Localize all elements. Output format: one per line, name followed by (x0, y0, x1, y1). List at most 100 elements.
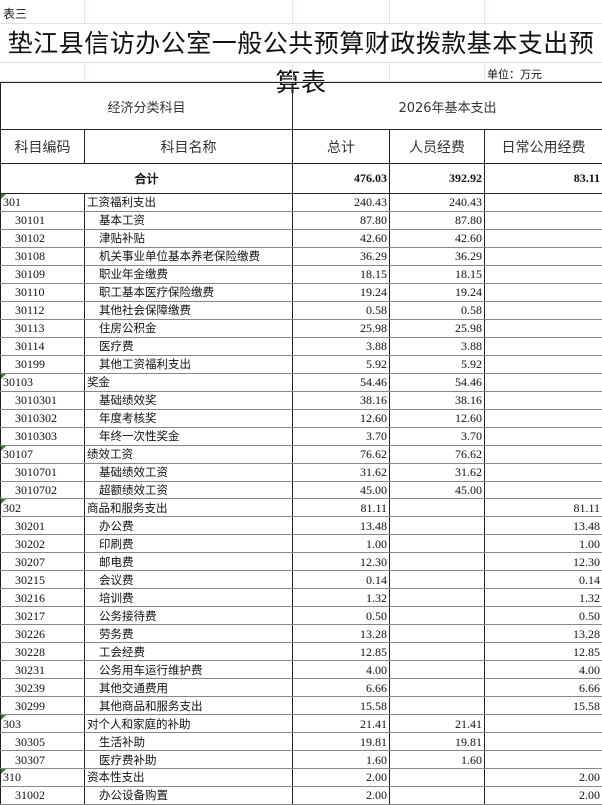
table-row: 30110 职工基本医疗保险缴费 19.24 19.24 (0, 282, 602, 302)
cell-daily: 12.30 (484, 552, 602, 572)
header-daily: 日常公用经费 (484, 129, 602, 164)
cell-daily (484, 732, 602, 752)
cell-name: 工资福利支出 (83, 193, 294, 212)
cell-name: 劳务费 (83, 624, 294, 644)
cell-code: 30216 (0, 588, 85, 608)
table-row: 30307 医疗费补助 1.60 1.60 (0, 750, 602, 769)
cell-daily (484, 282, 602, 302)
cell-code: 310 (0, 768, 85, 787)
cell-daily: 2.00 (484, 768, 602, 787)
table-row: 30112 其他社会保障缴费 0.58 0.58 (0, 300, 602, 320)
cell-code: 3010302 (0, 408, 85, 428)
cell-name: 年终一次性奖金 (83, 426, 294, 446)
cell-name: 医疗费补助 (83, 750, 294, 769)
cell-total: 18.15 (292, 264, 391, 284)
cell-name: 机关事业单位基本养老保险缴费 (83, 246, 294, 266)
cell-total: 76.62 (292, 444, 391, 464)
cell-code: 31002 (0, 785, 85, 805)
cell-name: 培训费 (83, 588, 294, 608)
cell-personnel: 87.80 (389, 210, 486, 230)
cell-personnel: 19.24 (389, 282, 486, 302)
header-name: 科目名称 (83, 129, 294, 164)
cell-daily: 12.85 (484, 642, 602, 662)
cell-personnel (389, 660, 486, 680)
cell-code: 303 (0, 714, 85, 734)
cell-daily: 13.28 (484, 624, 602, 644)
cell-code: 30202 (0, 534, 85, 554)
cell-code: 30207 (0, 552, 85, 572)
table-row: 3010701 基础绩效工资 31.62 31.62 (0, 462, 602, 482)
cell-personnel: 36.29 (389, 246, 486, 266)
cell-personnel (389, 642, 486, 662)
cell-total: 54.46 (292, 372, 391, 392)
table-row: 30102 津贴补贴 42.60 42.60 (0, 228, 602, 248)
unit-label: 单位：万元 (487, 68, 542, 81)
cell-daily: 2.00 (484, 785, 602, 805)
cell-name: 商品和服务支出 (83, 498, 294, 518)
cell-code: 30108 (0, 246, 85, 266)
table-row: 30114 医疗费 3.88 3.88 (0, 336, 602, 356)
cell-total: 81.11 (292, 498, 391, 518)
cell-total: 38.16 (292, 390, 391, 410)
cell-code: 30201 (0, 516, 85, 536)
cell-total: 19.81 (292, 732, 391, 752)
table-row: 30231 公务用车运行维护费 4.00 4.00 (0, 660, 602, 680)
cell-daily (484, 426, 602, 446)
cell-name: 超额绩效工资 (83, 480, 294, 500)
cell-total: 2.00 (292, 768, 391, 787)
header-economic-category: 经济分类科目 (0, 82, 294, 130)
header-total: 总计 (292, 129, 391, 164)
cell-personnel: 45.00 (389, 480, 486, 500)
table-row: 30109 职业年金缴费 18.15 18.15 (0, 264, 602, 284)
cell-name: 其他交通费用 (83, 678, 294, 698)
table-row: 301 工资福利支出 240.43 240.43 (0, 193, 602, 212)
cell-daily: 15.58 (484, 696, 602, 716)
cell-personnel (389, 785, 486, 805)
table-row: 302 商品和服务支出 81.11 81.11 (0, 498, 602, 518)
cell-code: 30307 (0, 750, 85, 769)
header-group-row: 经济分类科目 2026年基本支出 (0, 82, 602, 130)
table-row: 30201 办公费 13.48 13.48 (0, 516, 602, 536)
cell-daily (484, 462, 602, 482)
cell-name: 医疗费 (83, 336, 294, 356)
cell-personnel (389, 552, 486, 572)
cell-personnel: 76.62 (389, 444, 486, 464)
cell-total: 25.98 (292, 318, 391, 338)
sheet-label-row: 表三 (0, 0, 602, 24)
table-row: 31002 办公设备购置 2.00 2.00 (0, 785, 602, 805)
cell-personnel: 25.98 (389, 318, 486, 338)
cell-total: 12.85 (292, 642, 391, 662)
cell-daily: 4.00 (484, 660, 602, 680)
cell-code: 30217 (0, 606, 85, 626)
cell-name: 其他商品和服务支出 (83, 696, 294, 716)
cell-code: 30199 (0, 354, 85, 374)
page-title: 垫江县信访办公室一般公共预算财政拨款基本支出预算表 (0, 24, 602, 97)
cell-code: 30113 (0, 318, 85, 338)
cell-personnel (389, 588, 486, 608)
cell-total: 12.30 (292, 552, 391, 572)
cell-total: 31.62 (292, 462, 391, 482)
cell-personnel: 240.43 (389, 193, 486, 212)
cell-total: 19.24 (292, 282, 391, 302)
cell-code: 301 (0, 193, 85, 212)
table-row: 30228 工会经费 12.85 12.85 (0, 642, 602, 662)
table-row: 3010302 年度考核奖 12.60 12.60 (0, 408, 602, 428)
cell-personnel (389, 534, 486, 554)
cell-code: 30231 (0, 660, 85, 680)
cell-total: 6.66 (292, 678, 391, 698)
cell-code: 302 (0, 498, 85, 518)
cell-daily: 0.50 (484, 606, 602, 626)
cell-personnel (389, 570, 486, 590)
cell-daily: 81.11 (484, 498, 602, 518)
cell-personnel: 3.70 (389, 426, 486, 446)
cell-name: 印刷费 (83, 534, 294, 554)
cell-total: 36.29 (292, 246, 391, 266)
cell-daily (484, 318, 602, 338)
table-row: 30103 奖金 54.46 54.46 (0, 372, 602, 392)
cell-daily: 13.48 (484, 516, 602, 536)
header-personnel: 人员经费 (389, 129, 486, 164)
cell-code: 30228 (0, 642, 85, 662)
cell-total: 5.92 (292, 354, 391, 374)
cell-code: 30103 (0, 372, 85, 392)
unit-row: 单位：万元 (0, 63, 602, 82)
